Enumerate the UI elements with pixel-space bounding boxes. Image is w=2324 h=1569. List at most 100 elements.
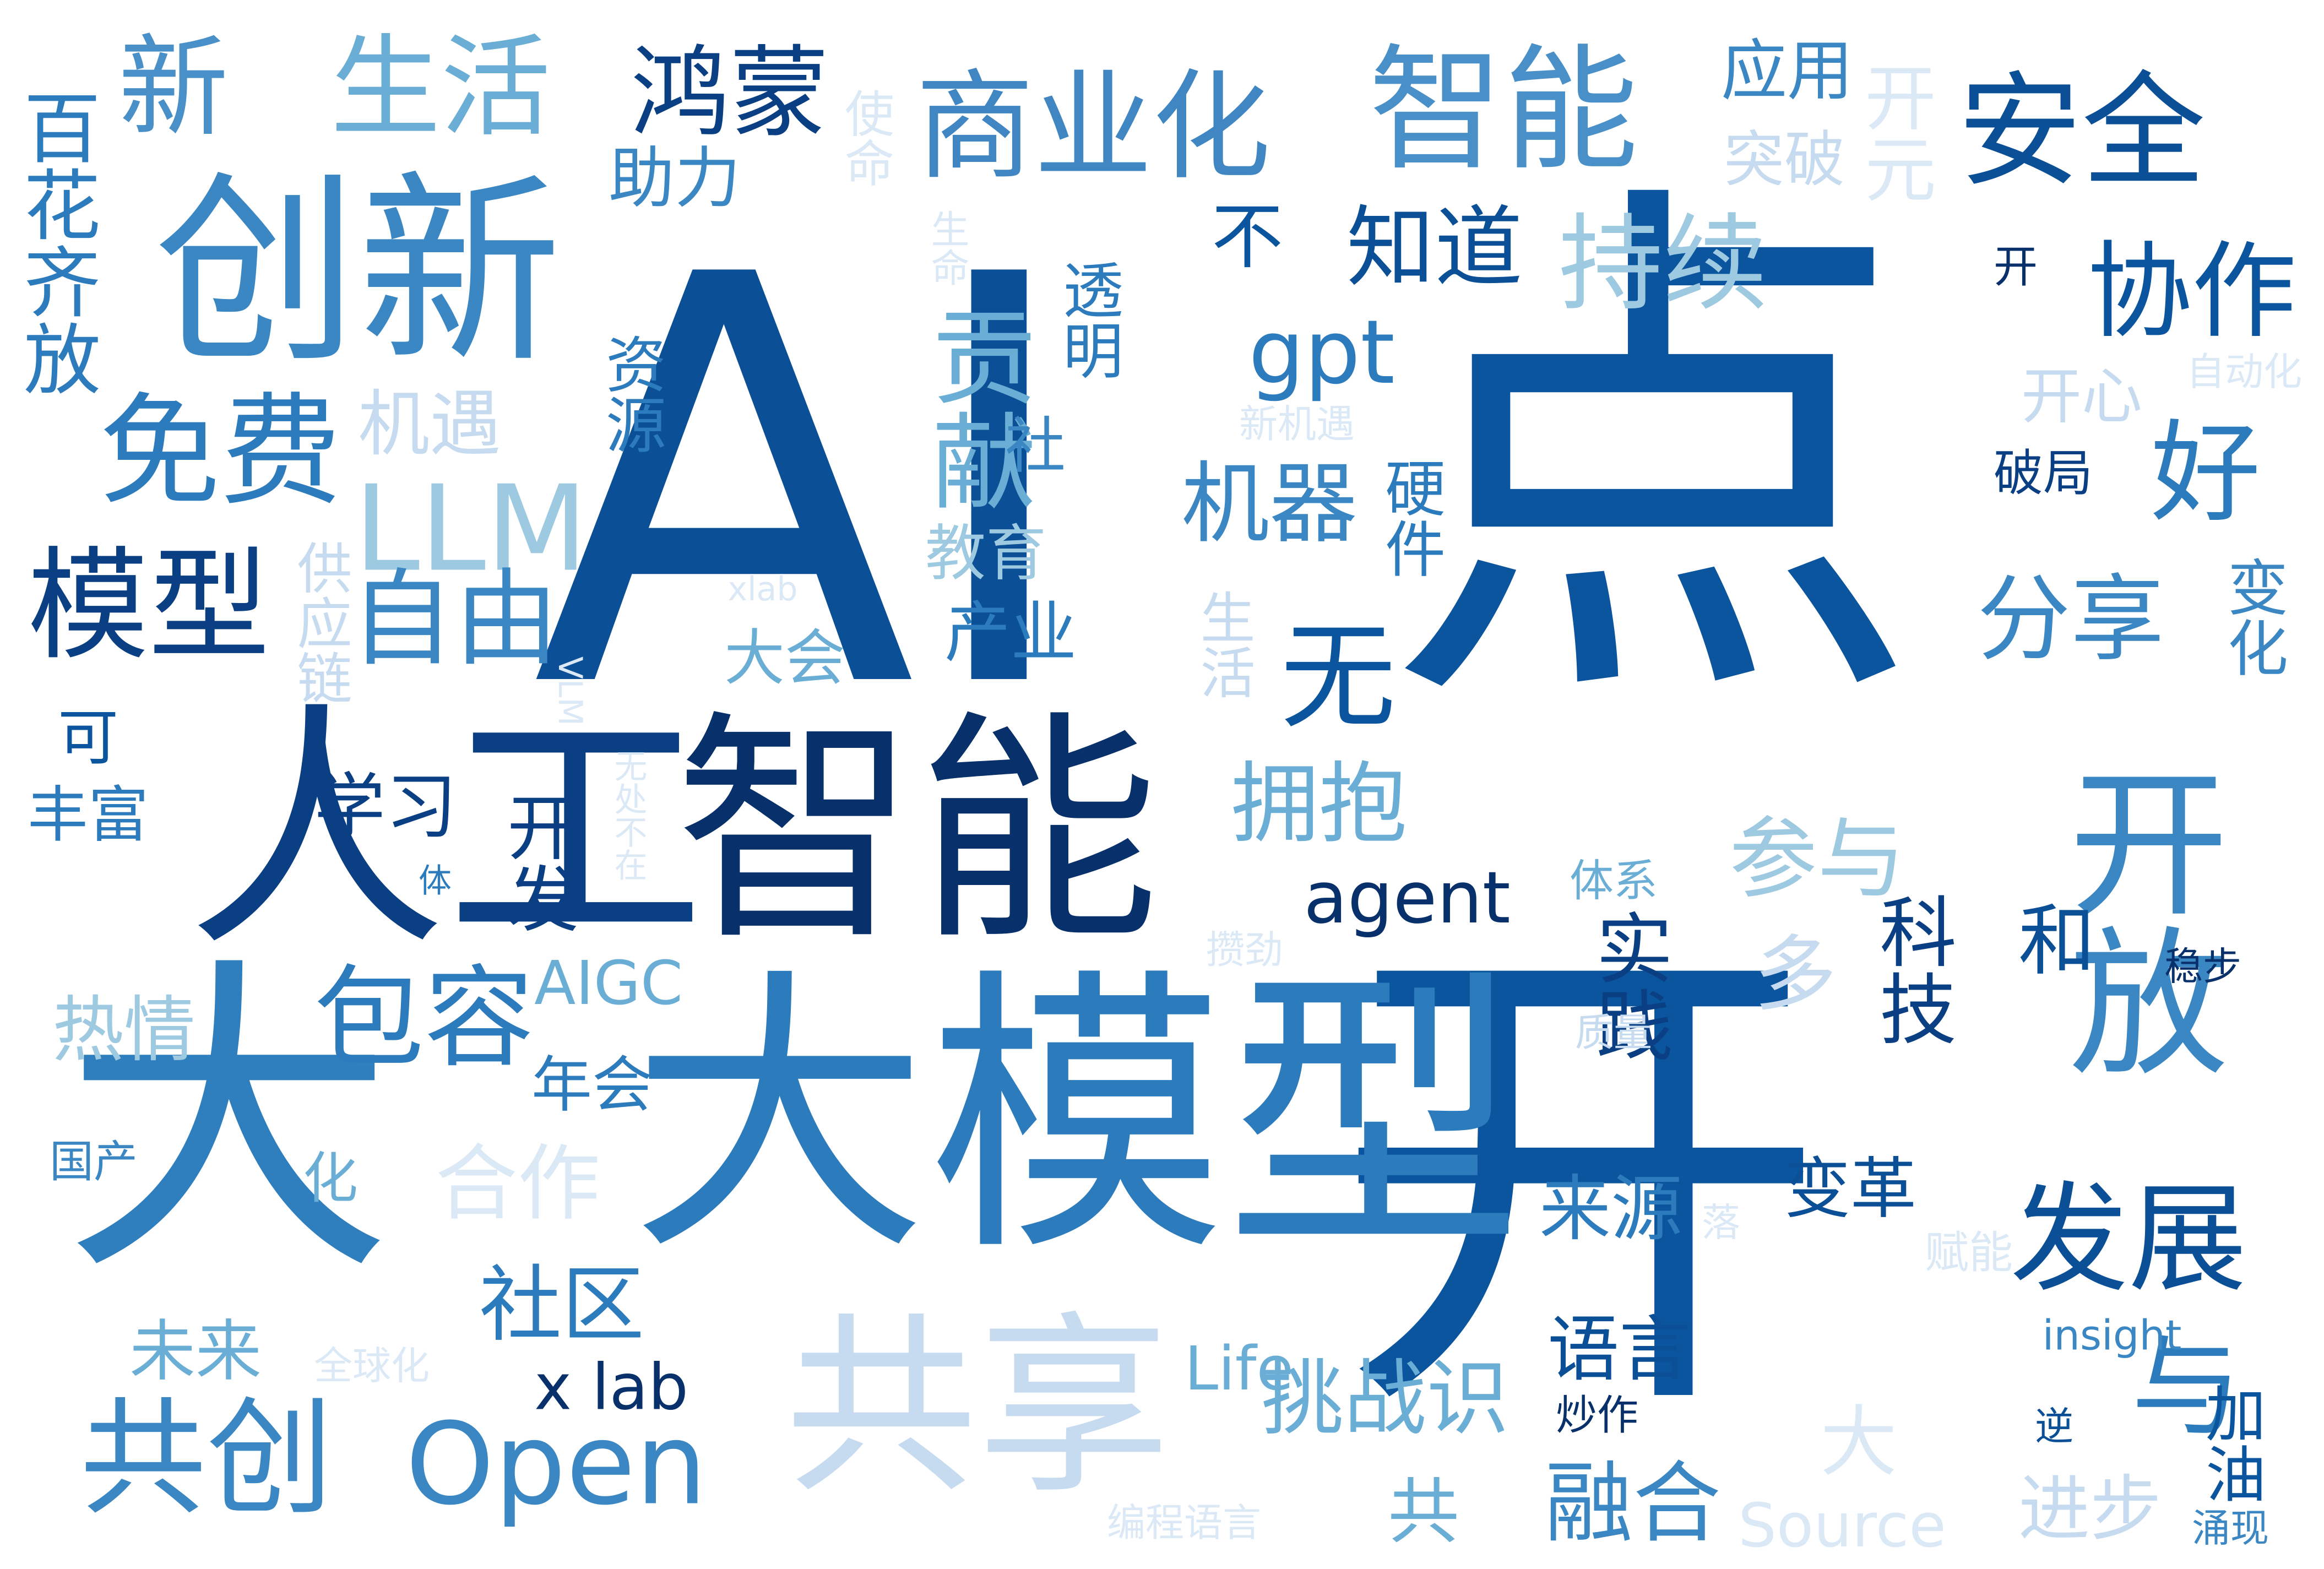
word-zhineng2: 智能 (1369, 31, 1638, 189)
word-baohan: 包容 (313, 954, 535, 1083)
word-kai: 开 (1333, 895, 1828, 1472)
word-rengong: 人工 (187, 681, 705, 982)
word-bianchengyuyan: 编程语言 (1107, 1500, 1261, 1545)
word-aigc: AIGC (534, 948, 683, 1018)
word-shengming: 生命 (925, 209, 970, 286)
word-gongxian: 贡献 (914, 303, 1036, 512)
word-ti: 体 (419, 862, 452, 900)
word-jiayou: 加油 (2195, 1382, 2266, 1503)
word-shenghuo2: 生活 (1191, 589, 1255, 699)
word-she: 社 (1005, 411, 1066, 481)
word-hezuo: 合作 (435, 1136, 601, 1232)
word-yongxian: 涌现 (2192, 1506, 2269, 1551)
word-gong: 共 (1387, 1470, 1460, 1554)
word-nianhui: 年会 (531, 1050, 653, 1120)
word-zhuli: 助力 (609, 140, 741, 217)
word-ke: 可 (58, 703, 118, 773)
word-shijian: 实践 (1583, 909, 1673, 1063)
word-fuzneng: 赋能 (1925, 1227, 2013, 1278)
word-yuyan: 语言 (1547, 1307, 1691, 1391)
word-kai2: 开 (1994, 241, 2038, 292)
word-hua: 化 (303, 1146, 358, 1210)
word-chanye: 产业 (944, 595, 1077, 671)
word-chixu: 持续 (1558, 203, 1768, 325)
word-yongbao: 拥抱 (1230, 752, 1408, 855)
word-jiyu: 机遇 (357, 382, 502, 466)
word-ai: AI (531, 158, 1082, 812)
word-wu: 无 (1280, 610, 1397, 745)
word-ronghe: 融合 (1544, 1452, 1722, 1555)
word-xiezuo: 协作 (2087, 231, 2297, 352)
word-quanqiuhua: 全球化 (314, 1343, 430, 1388)
word-damoxing: 大模型 (631, 945, 1523, 1291)
word-guochan: 国产 (50, 1136, 138, 1187)
word-tupo: 突破 (1724, 124, 1845, 195)
word-chuangxin: 创新 (154, 154, 562, 391)
word-hao: 好 (2150, 409, 2261, 538)
word-ziyou: 自由 (349, 558, 560, 680)
word-zhineng: 智能 (675, 691, 1159, 973)
word-yu: 与 (2131, 1323, 2242, 1452)
word-bu: 不 (1211, 195, 1284, 279)
word-reqing: 热情 (52, 988, 196, 1072)
word-weilai: 未来 (129, 1313, 262, 1390)
word-xin: 新 (118, 24, 229, 152)
word-zanjin: 攒劲 (1206, 927, 1283, 973)
word-moxing: 模型 (27, 535, 270, 676)
word-wenbu: 稳步 (2164, 944, 2241, 989)
word-kaifa: 开发 (495, 790, 579, 933)
word-jiqi: 机器 (1181, 452, 1358, 555)
word-gpt: gpt (1248, 301, 1395, 404)
word-baihuaqifang: 百花齐放 (10, 88, 100, 397)
word-da: 大 (63, 931, 394, 1316)
word-duo: 多 (1753, 927, 1837, 1023)
word-life: Life (1184, 1333, 1294, 1404)
word-tixi: 体系 (1570, 855, 1658, 906)
word-wuchubuzai: 无处不在 (609, 749, 647, 881)
word-xlab: x lab (534, 1350, 689, 1425)
word-zhiliang: 质量 (1575, 1010, 1652, 1055)
word-canyu: 参与 (1729, 807, 1906, 910)
word-jinbu: 进步 (2018, 1467, 2162, 1551)
word-shiming: 使命 (836, 88, 894, 187)
word-xuexi: 学习 (313, 765, 458, 849)
word-fengfu: 丰富 (28, 780, 149, 850)
word-zhidao: 知道 (1346, 196, 1523, 299)
word-llm: LLM (354, 459, 588, 598)
word-agent: agent (1304, 856, 1511, 940)
word-source: Source (1738, 1490, 1946, 1561)
word-vlm: VLM (551, 656, 589, 726)
word-shenghuo: 生活 (330, 24, 551, 152)
word-pojv: 破局 (1994, 444, 2093, 502)
word-chaozuo: 炒作 (1555, 1391, 1639, 1440)
word-zidonghua: 自动化 (2186, 349, 2302, 394)
word-dahui: 大会 (724, 623, 845, 693)
word-ziyuan: 资源 (595, 333, 666, 454)
word-kaixin: 开心 (2021, 361, 2142, 432)
word-yingjian: 硬件 (1375, 457, 1445, 578)
word-tiaozhanshi: 挑战识 (1261, 1351, 1509, 1447)
word-fazhan: 发展 (2010, 1170, 2247, 1309)
word-open: Open (405, 1399, 707, 1530)
word-dajiang: 大 (1820, 1398, 1898, 1487)
word-luo: 落 (1702, 1200, 1740, 1245)
word-hongmeng: 鸿蒙 (630, 36, 829, 151)
word-ni: 逆 (2035, 1404, 2073, 1449)
word-gongchuang: 共创 (79, 1386, 334, 1533)
word-he: 和 (2018, 897, 2096, 986)
word-touming: 透明 (1052, 259, 1123, 380)
word-biange: 变革 (1784, 1151, 1916, 1228)
word-shequ: 社区 (479, 1257, 645, 1353)
word-yingyong: 应用 (1721, 33, 1853, 110)
word-kaiyuan: 开元 (1853, 61, 1936, 204)
word-kaifang: 开放 (2041, 760, 2227, 1079)
word-gongyinglian: 供应链 (287, 540, 352, 705)
word-fenxiang: 分享 (1977, 565, 2165, 674)
word-xlab2: xlab (727, 570, 798, 609)
word-laiyuan: 来源 (1539, 1167, 1683, 1251)
word-xinjiyu: 新机遇 (1239, 401, 1355, 447)
word-dian: 点 (1382, 143, 1922, 771)
word-mianfei: 免费 (99, 381, 342, 522)
word-insight: insight (2042, 1311, 2182, 1360)
